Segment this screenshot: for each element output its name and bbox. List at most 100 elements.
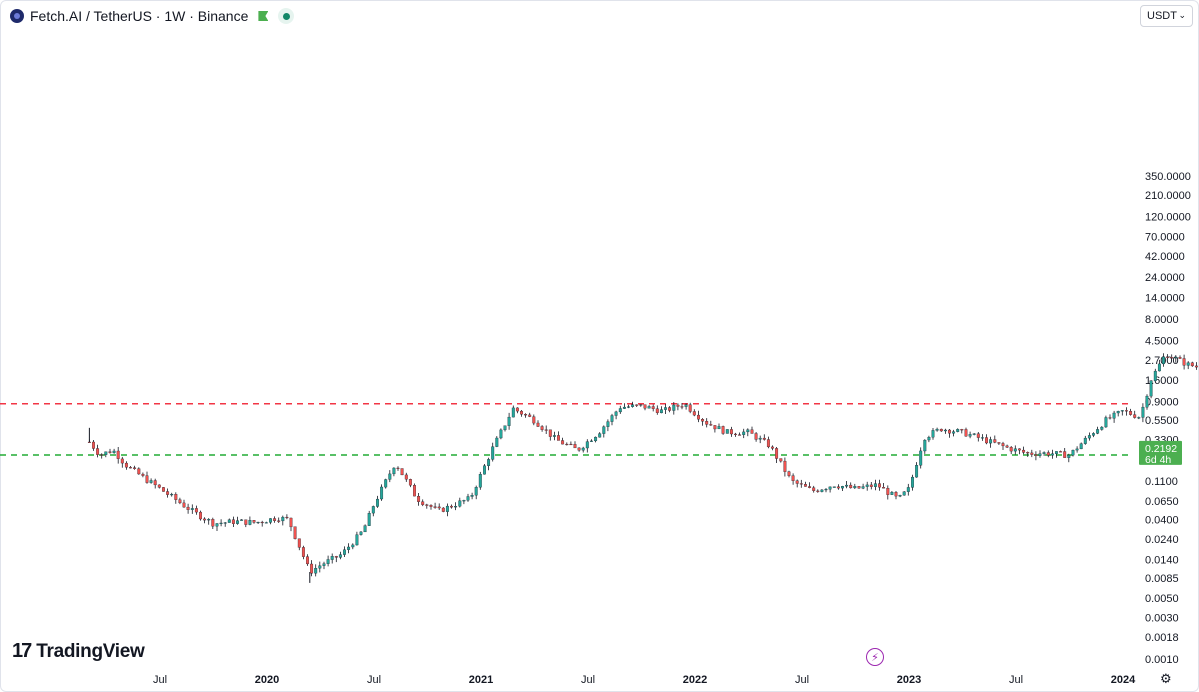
candle-body[interactable] bbox=[799, 483, 803, 485]
candle-body[interactable] bbox=[1022, 449, 1026, 453]
candle-body[interactable] bbox=[1067, 454, 1071, 458]
candle-body[interactable] bbox=[972, 433, 976, 435]
candle-body[interactable] bbox=[207, 519, 211, 521]
candle-body[interactable] bbox=[515, 407, 519, 412]
candle-body[interactable] bbox=[948, 429, 951, 434]
candle-body[interactable] bbox=[960, 429, 964, 431]
candle-body[interactable] bbox=[1100, 426, 1104, 430]
candle-body[interactable] bbox=[223, 522, 227, 524]
candle-body[interactable] bbox=[989, 439, 993, 444]
candle-body[interactable] bbox=[569, 443, 573, 446]
candle-body[interactable] bbox=[1026, 452, 1030, 454]
candle-body[interactable] bbox=[1055, 451, 1058, 454]
candle-body[interactable] bbox=[100, 454, 104, 456]
candle-body[interactable] bbox=[466, 496, 470, 501]
candle-body[interactable] bbox=[1137, 417, 1141, 419]
candle-body[interactable] bbox=[330, 556, 334, 560]
candle-body[interactable] bbox=[861, 486, 865, 489]
candle-body[interactable] bbox=[927, 437, 931, 441]
candle-body[interactable] bbox=[1046, 452, 1050, 456]
candle-body[interactable] bbox=[1079, 443, 1083, 450]
candle-body[interactable] bbox=[573, 444, 577, 449]
candle-body[interactable] bbox=[557, 435, 560, 441]
candle-body[interactable] bbox=[429, 505, 433, 507]
candle-body[interactable] bbox=[338, 554, 342, 558]
candle-body[interactable] bbox=[108, 451, 112, 453]
candle-body[interactable] bbox=[384, 479, 388, 488]
candle-body[interactable] bbox=[697, 414, 700, 420]
candle-body[interactable] bbox=[804, 484, 807, 487]
candle-body[interactable] bbox=[997, 442, 1001, 444]
candle-body[interactable] bbox=[359, 531, 363, 535]
candle-body[interactable] bbox=[1120, 410, 1124, 412]
candle-body[interactable] bbox=[1162, 356, 1165, 365]
candle-body[interactable] bbox=[906, 487, 910, 492]
candle-body[interactable] bbox=[236, 520, 239, 524]
candle-body[interactable] bbox=[725, 429, 729, 434]
candle-body[interactable] bbox=[264, 522, 268, 524]
candle-body[interactable] bbox=[943, 429, 947, 432]
candle-body[interactable] bbox=[347, 546, 351, 550]
candle-body[interactable] bbox=[758, 437, 762, 440]
candle-body[interactable] bbox=[495, 437, 499, 447]
candle-body[interactable] bbox=[1001, 443, 1005, 447]
candle-body[interactable] bbox=[923, 439, 927, 452]
candle-body[interactable] bbox=[462, 500, 466, 502]
candle-body[interactable] bbox=[561, 440, 565, 445]
candle-body[interactable] bbox=[911, 476, 914, 488]
candle-body[interactable] bbox=[1092, 433, 1095, 436]
candle-body[interactable] bbox=[791, 475, 795, 481]
candle-body[interactable] bbox=[993, 439, 997, 443]
candle-body[interactable] bbox=[396, 467, 400, 469]
candle-body[interactable] bbox=[371, 506, 375, 514]
candle-body[interactable] bbox=[1116, 411, 1120, 414]
candle-body[interactable] bbox=[952, 431, 956, 434]
candle-body[interactable] bbox=[602, 426, 606, 434]
candle-body[interactable] bbox=[672, 404, 676, 411]
candle-body[interactable] bbox=[166, 491, 170, 495]
candle-body[interactable] bbox=[841, 486, 844, 489]
candle-body[interactable] bbox=[1075, 448, 1079, 451]
candle-body[interactable] bbox=[676, 404, 680, 407]
candle-body[interactable] bbox=[199, 511, 202, 520]
candle-body[interactable] bbox=[240, 519, 244, 521]
candle-body[interactable] bbox=[882, 487, 886, 489]
candle-body[interactable] bbox=[651, 406, 655, 409]
candle-body[interactable] bbox=[133, 467, 137, 469]
candle-body[interactable] bbox=[1108, 417, 1112, 419]
candle-body[interactable] bbox=[425, 504, 429, 506]
candle-body[interactable] bbox=[659, 409, 663, 414]
candle-body[interactable] bbox=[1149, 380, 1153, 397]
candle-body[interactable] bbox=[902, 491, 906, 496]
green-flag-icon[interactable] bbox=[258, 11, 269, 21]
candle-body[interactable] bbox=[1141, 406, 1145, 418]
candle-body[interactable] bbox=[536, 422, 540, 427]
candle-body[interactable] bbox=[1034, 454, 1038, 456]
candle-body[interactable] bbox=[956, 429, 960, 432]
candle-body[interactable] bbox=[812, 487, 816, 491]
candle-body[interactable] bbox=[1009, 447, 1013, 452]
candle-body[interactable] bbox=[581, 447, 585, 451]
candle-body[interactable] bbox=[824, 489, 828, 491]
candle-body[interactable] bbox=[1190, 362, 1194, 367]
candle-body[interactable] bbox=[1059, 451, 1063, 453]
candle-body[interactable] bbox=[552, 435, 556, 437]
candle-body[interactable] bbox=[721, 426, 725, 434]
candle-body[interactable] bbox=[832, 486, 836, 488]
candle-body[interactable] bbox=[590, 440, 593, 442]
candle-body[interactable] bbox=[729, 429, 733, 435]
candle-body[interactable] bbox=[248, 520, 252, 525]
candle-body[interactable] bbox=[1129, 411, 1133, 415]
candle-body[interactable] bbox=[1087, 435, 1091, 439]
candle-body[interactable] bbox=[149, 480, 153, 483]
candle-body[interactable] bbox=[1104, 417, 1108, 428]
candle-body[interactable] bbox=[795, 480, 799, 484]
candle-body[interactable] bbox=[919, 450, 923, 466]
candle-body[interactable] bbox=[598, 433, 602, 438]
candle-body[interactable] bbox=[408, 479, 412, 486]
candle-body[interactable] bbox=[404, 474, 408, 480]
candle-body[interactable] bbox=[170, 494, 174, 496]
candle-body[interactable] bbox=[775, 448, 779, 459]
candle-body[interactable] bbox=[985, 437, 988, 444]
candle-body[interactable] bbox=[186, 506, 190, 510]
